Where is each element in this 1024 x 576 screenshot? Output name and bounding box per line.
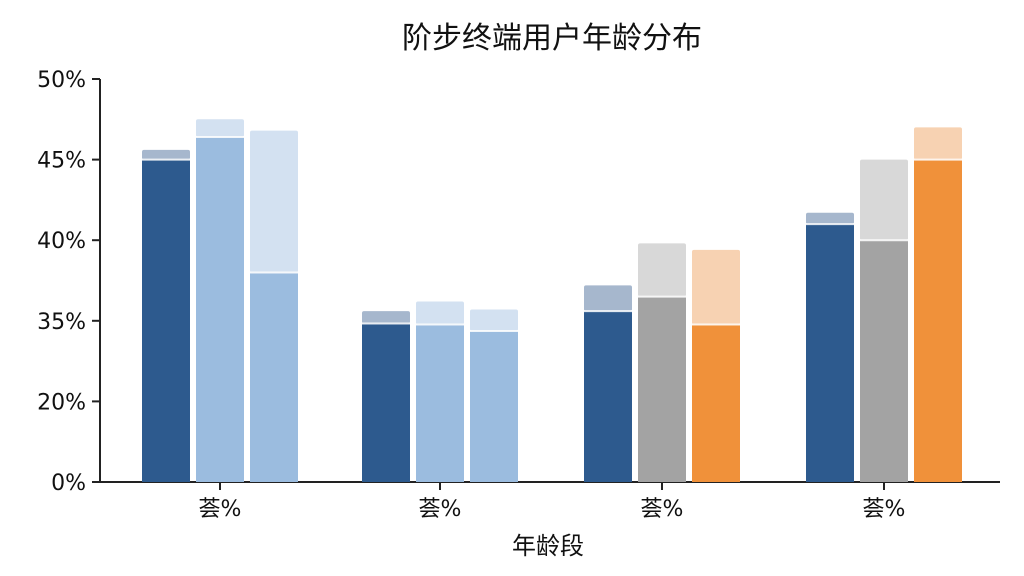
bar (362, 323, 410, 482)
bar (142, 159, 190, 482)
bar-cap (584, 285, 632, 312)
bar-cap (860, 159, 908, 241)
y-tick-label: 20% (37, 390, 86, 415)
bar-cap (914, 127, 962, 160)
bar-cap (142, 149, 190, 160)
y-tick-label: 0% (51, 471, 86, 496)
x-tick-label: 荟% (641, 497, 684, 522)
bar-cap (362, 311, 410, 324)
bar (692, 324, 740, 482)
bar (860, 240, 908, 482)
bar (638, 296, 686, 482)
bar (584, 311, 632, 482)
bar (416, 324, 464, 482)
bar (914, 159, 962, 482)
bar-cap (196, 119, 244, 138)
bar-cap (806, 212, 854, 225)
bars (142, 119, 962, 483)
bar-cap (416, 301, 464, 325)
y-tick-label: 45% (37, 149, 86, 174)
bar (196, 137, 244, 483)
y-tick-label: 35% (37, 310, 86, 335)
y-tick-label: 50% (37, 68, 86, 93)
x-tick-label: 荟% (199, 497, 242, 522)
bar (250, 272, 298, 482)
bar (470, 331, 518, 482)
bar-cap (250, 130, 298, 273)
y-tick-label: 40% (37, 229, 86, 254)
y-axis: 0% 20% 35% 40% 45% 50% (37, 68, 101, 496)
bar-cap (470, 309, 518, 332)
bar (806, 224, 854, 482)
x-tick-label: 荟% (419, 497, 462, 522)
bar-cap (692, 249, 740, 325)
bar-cap (638, 243, 686, 297)
chart-title: 阶步终端用户年龄分布 (402, 21, 702, 56)
x-axis-label: 年龄段 (512, 532, 584, 560)
x-tick-label: 荟% (863, 497, 906, 522)
x-axis: 荟% 荟% 荟% 荟% (100, 481, 1000, 522)
